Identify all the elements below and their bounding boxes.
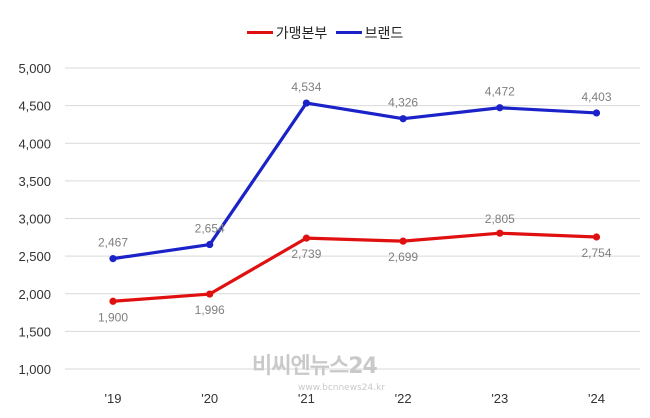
y-tick-label: 4,000 [18,136,51,151]
legend-swatch-red [246,31,273,34]
x-tick-label: '22 [395,391,412,406]
y-tick-label: 4,500 [18,99,51,114]
series-line [112,231,597,303]
x-tick-label: '19 [105,391,122,406]
watermark-url: www.bcnnews24.kr [298,383,385,393]
x-tick-label: '24 [588,391,605,406]
data-point [206,240,214,249]
y-tick-label: 1,000 [18,362,51,377]
data-label: 1,900 [98,310,128,324]
data-point [496,229,504,237]
data-label: 1,996 [195,303,225,317]
y-tick-label: 3,000 [18,212,51,227]
y-tick-label: 1,500 [18,324,51,339]
data-label: 2,654 [195,222,225,236]
series-line [112,101,597,261]
data-label: 2,467 [98,236,128,250]
data-point [399,115,407,123]
legend-label: 브랜드 [364,25,404,42]
legend: 가맹본부 브랜드 [0,22,650,43]
data-label: 4,326 [388,96,418,110]
x-tick-label: '20 [201,391,218,406]
y-tick-label: 5,000 [18,61,51,76]
y-tick-label: 3,500 [18,174,51,189]
legend-item-brand: 브랜드 [335,23,404,43]
data-point [109,255,117,263]
data-point [592,109,601,117]
data-label: 4,403 [581,90,611,104]
data-point [109,297,117,305]
data-point [399,237,407,245]
data-point [592,233,601,241]
data-point [496,104,504,112]
legend-item-franchise-hq: 가맹본부 [246,23,328,43]
y-tick-label: 2,500 [18,249,51,264]
data-label: 2,699 [388,250,418,264]
data-label: 4,534 [291,80,321,94]
data-label: 4,472 [485,85,515,99]
watermark-logo: 비씨엔뉴스24 [252,354,378,379]
data-label: 2,754 [581,246,611,260]
data-point [302,99,310,107]
data-label: 2,739 [291,247,321,261]
data-label: 2,805 [485,212,515,226]
data-point [302,234,310,242]
data-point [206,290,214,298]
x-tick-label: '21 [298,391,315,406]
legend-swatch-blue [335,31,362,34]
y-tick-label: 2,000 [18,287,51,302]
x-tick-label: '23 [491,391,508,406]
legend-label: 가맹본부 [275,25,328,42]
